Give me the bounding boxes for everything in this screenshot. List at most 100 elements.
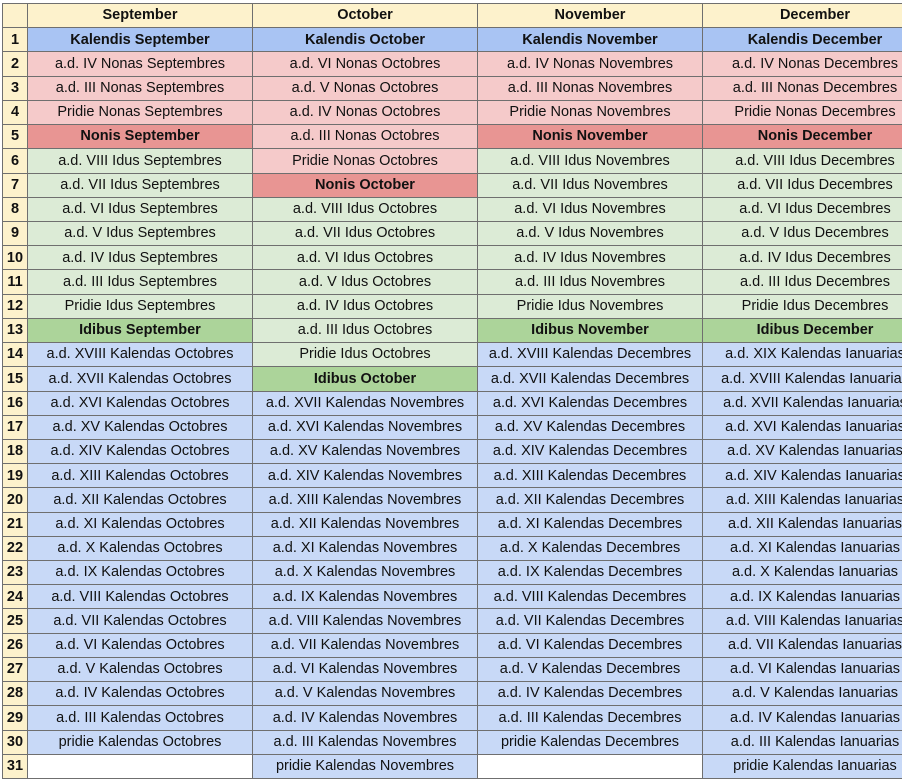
row-number: 23 — [2, 560, 28, 586]
row-number: 20 — [2, 487, 28, 513]
row-number: 9 — [2, 220, 28, 247]
row-number: 2 — [2, 51, 28, 77]
row-number: 25 — [2, 608, 28, 634]
date-cell: a.d. V Idus Decembres — [702, 220, 902, 247]
date-cell: a.d. VII Kalendas Ianuarias — [702, 632, 902, 658]
date-cell: a.d. VI Nonas Octobres — [252, 51, 478, 77]
date-cell: a.d. V Nonas Octobres — [252, 75, 478, 101]
date-cell: Idibus October — [252, 366, 478, 392]
date-cell: a.d. XI Kalendas Decembres — [477, 511, 703, 537]
date-cell: a.d. VIII Kalendas Octobres — [27, 584, 253, 610]
date-cell: Pridie Nonas Septembres — [27, 99, 253, 126]
header-row: September October November December — [2, 2, 902, 29]
date-cell: Kalendis December — [702, 27, 902, 53]
date-cell: a.d. XIII Kalendas Novembres — [252, 487, 478, 513]
row-number: 1 — [2, 27, 28, 53]
date-cell: a.d. IV Idus Septembres — [27, 245, 253, 271]
date-cell: a.d. IV Kalendas Decembres — [477, 681, 703, 707]
date-cell: a.d. VII Idus Septembres — [27, 172, 253, 198]
table-row: 9 a.d. V Idus Septembres a.d. VII Idus Oct… — [2, 220, 902, 247]
date-cell: a.d. XIII Kalendas Ianuarias — [702, 487, 902, 513]
date-cell: a.d. X Kalendas Decembres — [477, 535, 703, 562]
table-row: 30 pridie Kalendas Octobres a.d. III Kalen… — [2, 729, 902, 755]
date-cell: a.d. VI Idus Decembres — [702, 196, 902, 222]
table-row: 26 a.d. VI Kalendas Octobres a.d. VII Kale… — [2, 632, 902, 658]
date-cell: a.d. IX Kalendas Decembres — [477, 560, 703, 586]
date-cell: a.d. XVI Kalendas Ianuarias — [702, 414, 902, 440]
date-cell: a.d. VII Kalendas Decembres — [477, 608, 703, 634]
date-cell: a.d. XV Kalendas Ianuarias — [702, 438, 902, 465]
date-cell: a.d. VIII Kalendas Ianuarias — [702, 608, 902, 634]
table-row: 31 pridie Kalendas Novembres pridie Kalend… — [2, 753, 902, 780]
row-number: 8 — [2, 196, 28, 222]
date-cell: a.d. XIV Kalendas Octobres — [27, 438, 253, 465]
row-number: 29 — [2, 705, 28, 731]
date-cell: a.d. XII Kalendas Octobres — [27, 487, 253, 513]
date-cell: a.d. III Nonas Octobres — [252, 124, 478, 150]
date-cell: a.d. III Idus Novembres — [477, 269, 703, 295]
table-row: 10 a.d. IV Idus Septembres a.d. VI Idus Oc… — [2, 245, 902, 271]
table-row: 29 a.d. III Kalendas Octobres a.d. IV Kale… — [2, 705, 902, 731]
date-cell: a.d. VI Kalendas Novembres — [252, 656, 478, 683]
date-cell: pridie Kalendas Ianuarias — [702, 753, 902, 780]
date-cell: a.d. XVIII Kalendas Decembres — [477, 342, 703, 368]
date-cell: a.d. VIII Idus Septembres — [27, 148, 253, 174]
date-cell: a.d. VI Idus Novembres — [477, 196, 703, 222]
date-cell: a.d. VII Kalendas Octobres — [27, 608, 253, 634]
date-cell: a.d. III Nonas Decembres — [702, 75, 902, 101]
date-cell: Nonis November — [477, 124, 703, 150]
table-row: 2 a.d. IV Nonas Septembres a.d. VI Nonas O… — [2, 51, 902, 77]
date-cell: a.d. XII Kalendas Ianuarias — [702, 511, 902, 537]
row-number: 31 — [2, 753, 28, 780]
date-cell: Pridie Nonas Novembres — [477, 99, 703, 126]
date-cell: a.d. XI Kalendas Ianuarias — [702, 535, 902, 562]
date-cell: a.d. III Kalendas Ianuarias — [702, 729, 902, 755]
date-cell: a.d. XV Kalendas Novembres — [252, 438, 478, 465]
date-cell: a.d. VII Idus Decembres — [702, 172, 902, 198]
date-cell: a.d. VI Idus Octobres — [252, 245, 478, 271]
row-number: 4 — [2, 99, 28, 126]
date-cell: a.d. III Idus Decembres — [702, 269, 902, 295]
table-row: 24 a.d. VIII Kalendas Octobres a.d. IX Kal… — [2, 584, 902, 610]
table-row: 12 Pridie Idus Septembres a.d. IV Idus Oct… — [2, 293, 902, 319]
date-cell: a.d. III Nonas Septembres — [27, 75, 253, 101]
table-row: 16 a.d. XVI Kalendas Octobres a.d. XVII Ka… — [2, 390, 902, 416]
date-cell: Kalendis November — [477, 27, 703, 53]
month-header: October — [252, 2, 478, 29]
row-number: 3 — [2, 75, 28, 101]
date-cell: a.d. XIX Kalendas Ianuarias — [702, 342, 902, 368]
table-row: 28 a.d. IV Kalendas Octobres a.d. V Kalend… — [2, 681, 902, 707]
row-number: 18 — [2, 438, 28, 465]
table-row: 23 a.d. IX Kalendas Octobres a.d. X Kalend… — [2, 560, 902, 586]
date-cell: a.d. XVII Kalendas Novembres — [252, 390, 478, 416]
date-cell: Pridie Nonas Octobres — [252, 148, 478, 174]
row-number: 17 — [2, 414, 28, 440]
date-cell: a.d. XI Kalendas Octobres — [27, 511, 253, 537]
month-header: November — [477, 2, 703, 29]
date-cell: a.d. IV Kalendas Novembres — [252, 705, 478, 731]
date-cell: a.d. III Nonas Novembres — [477, 75, 703, 101]
date-cell: Nonis December — [702, 124, 902, 150]
date-cell: a.d. XIV Kalendas Ianuarias — [702, 463, 902, 489]
date-cell: a.d. IV Idus Octobres — [252, 293, 478, 319]
row-number: 14 — [2, 342, 28, 368]
date-cell: a.d. XVII Kalendas Decembres — [477, 366, 703, 392]
date-cell: a.d. XIV Kalendas Novembres — [252, 463, 478, 489]
date-cell: a.d. X Kalendas Novembres — [252, 560, 478, 586]
date-cell: a.d. VII Idus Novembres — [477, 172, 703, 198]
date-cell: a.d. XIII Kalendas Octobres — [27, 463, 253, 489]
row-number: 11 — [2, 269, 28, 295]
row-number: 28 — [2, 681, 28, 707]
date-cell: pridie Kalendas Novembres — [252, 753, 478, 780]
date-cell: a.d. III Idus Septembres — [27, 269, 253, 295]
table-row: 14 a.d. XVIII Kalendas Octobres Pridie Idu… — [2, 342, 902, 368]
month-header: December — [702, 2, 902, 29]
date-cell: Idibus November — [477, 317, 703, 344]
date-cell: a.d. IV Nonas Octobres — [252, 99, 478, 126]
date-cell: a.d. VII Kalendas Novembres — [252, 632, 478, 658]
row-number: 26 — [2, 632, 28, 658]
date-cell: a.d. X Kalendas Ianuarias — [702, 560, 902, 586]
table-row: 11 a.d. III Idus Septembres a.d. V Idus Oc… — [2, 269, 902, 295]
date-cell: a.d. VI Idus Septembres — [27, 196, 253, 222]
date-cell: a.d. IX Kalendas Ianuarias — [702, 584, 902, 610]
